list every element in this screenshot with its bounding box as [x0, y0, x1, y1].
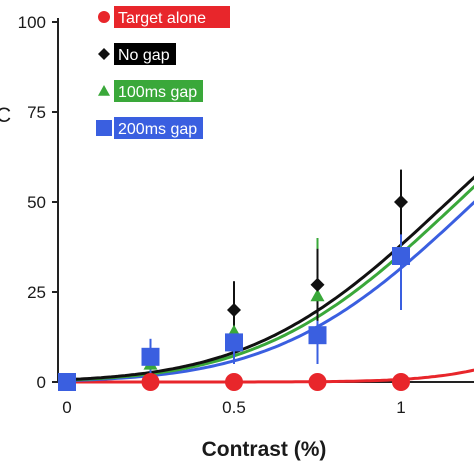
fit-curve-triangle	[66, 184, 474, 382]
data-point-circle	[392, 373, 410, 391]
fit-curves	[66, 175, 474, 384]
data-point-circle	[308, 373, 327, 391]
y-tick-label: 100	[18, 13, 46, 32]
legend-label-bg	[114, 117, 203, 139]
data-point-square	[392, 247, 410, 265]
data-point-triangle	[310, 288, 325, 302]
legend-label: 200ms gap	[118, 121, 197, 138]
legend: Target alone No gap 100ms gap 200ms gap	[96, 6, 230, 139]
x-tick-label: 0	[62, 398, 71, 417]
y-tick-label: 50	[27, 193, 46, 212]
y-tick-label: 0	[37, 373, 46, 392]
legend-marker-diamond	[98, 48, 110, 60]
x-axis-label: Contrast (%)	[202, 438, 327, 461]
data-point-square	[225, 333, 243, 352]
data-point-circle	[225, 373, 243, 391]
legend-marker-triangle	[98, 85, 110, 96]
legend-label: Target alone	[118, 10, 206, 27]
legend-label-bg	[114, 80, 203, 102]
data-point-diamond	[227, 303, 241, 317]
y-axis-label: C	[0, 104, 11, 127]
legend-label-bg	[114, 43, 176, 65]
x-tick-label: 0.5	[222, 398, 246, 417]
data-point-square	[141, 347, 160, 366]
legend-marker-square	[96, 120, 112, 136]
data-point-diamond	[310, 277, 325, 292]
y-tick-label: 25	[27, 283, 46, 302]
fit-curve-diamond	[66, 175, 474, 382]
data-point-square	[308, 326, 327, 345]
y-tick-label: 75	[27, 103, 46, 122]
legend-label: 100ms gap	[118, 84, 197, 101]
data-point-diamond	[394, 195, 408, 209]
data-point-square	[58, 373, 76, 391]
legend-marker-circle	[98, 11, 110, 23]
fit-curve-square	[66, 200, 474, 383]
data-point-circle	[141, 373, 160, 391]
fit-curve-circle	[67, 368, 474, 384]
legend-label: No gap	[118, 47, 170, 64]
legend-label-bg	[114, 6, 230, 28]
data-markers	[58, 195, 410, 391]
x-tick-label: 1	[396, 398, 405, 417]
